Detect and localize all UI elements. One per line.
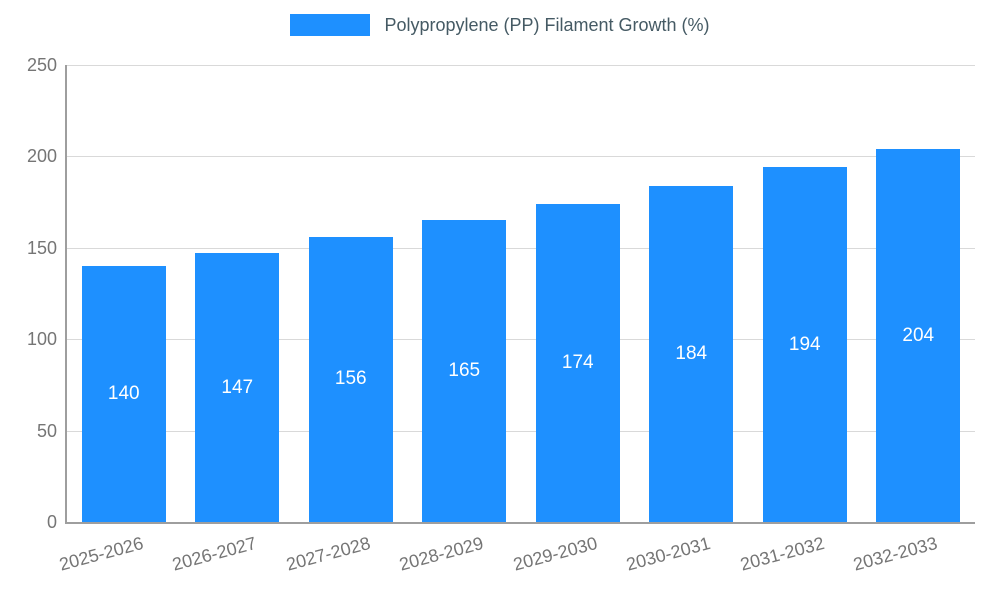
y-tick-label: 200: [26, 146, 57, 167]
gridline: [67, 339, 975, 341]
bar-value-label: 165: [448, 360, 481, 382]
bar-value-label: 194: [788, 333, 821, 355]
gridline: [67, 247, 975, 249]
bar-2027-2028: 156: [308, 236, 393, 522]
bar-2030-2031: 184: [649, 185, 734, 522]
bar-value-label: 174: [561, 351, 594, 373]
bar-value-label: 184: [675, 342, 708, 364]
y-tick-label: 50: [36, 420, 57, 441]
chart-legend: Polypropylene (PP) Filament Growth (%): [0, 14, 1000, 36]
bar-2026-2027: 147: [195, 253, 280, 522]
gridline: [67, 65, 975, 66]
bar-2032-2033: 204: [876, 149, 961, 522]
bar-value-label: 147: [221, 376, 254, 398]
gridline: [67, 430, 975, 432]
y-tick-label: 0: [46, 512, 57, 532]
y-tick-label: 150: [26, 237, 57, 258]
legend-swatch: [290, 14, 371, 36]
bar-value-label: 204: [902, 324, 935, 346]
bar-value-label: 140: [107, 383, 140, 405]
y-tick-label: 250: [26, 55, 57, 75]
bar-2031-2032: 194: [762, 167, 847, 522]
bar-2025-2026: 140: [81, 266, 166, 522]
y-tick-label: 100: [26, 329, 57, 350]
gridline: [67, 156, 975, 158]
bar-2029-2030: 174: [535, 203, 620, 522]
bar-2028-2029: 165: [422, 220, 507, 522]
bar-value-label: 156: [334, 368, 367, 390]
chart-title: Polypropylene (PP) Filament Growth (%): [384, 14, 710, 35]
plot-area: 140 147 156 165 174 184 194 204: [65, 65, 975, 524]
